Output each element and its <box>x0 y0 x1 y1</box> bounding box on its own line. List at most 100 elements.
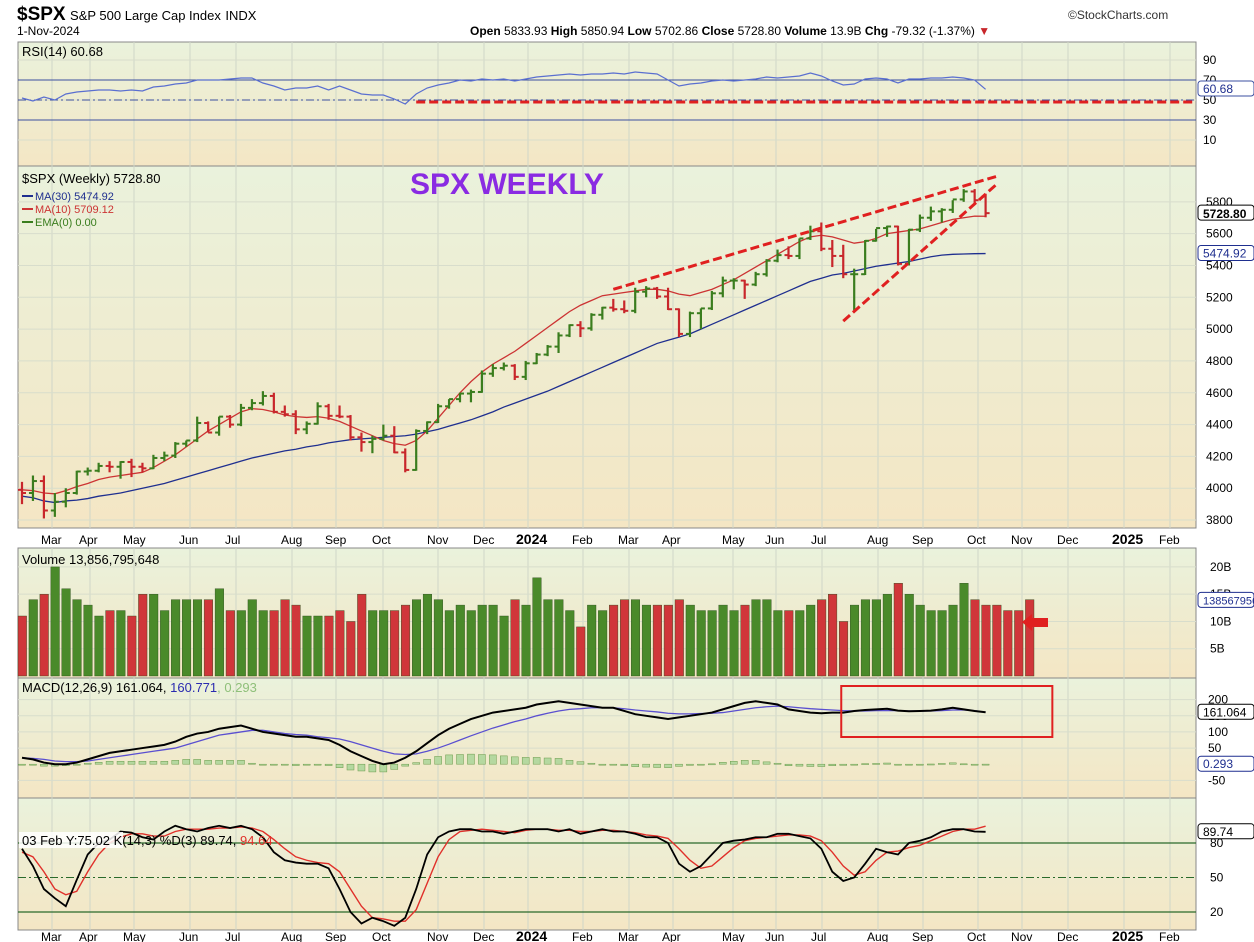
x-tick-label: Jul <box>811 930 826 942</box>
ohlc-bar <box>817 222 826 252</box>
volume-bar <box>839 621 849 677</box>
macd-histogram-bar <box>894 763 902 766</box>
price-value-badge <box>1197 204 1254 221</box>
chart-header: $SPX S&P 500 Large Cap Index INDX <box>17 4 256 26</box>
x-tick-label: Aug <box>867 533 888 547</box>
ohlc-bar <box>237 403 245 427</box>
x-tick-label: Aug <box>281 533 302 547</box>
price-y-tick: 5200 <box>1206 290 1233 304</box>
macd-histogram-bar <box>981 763 990 766</box>
stochastic-k-line <box>21 824 986 927</box>
stochastic-value-label: 89.74 <box>1203 825 1233 839</box>
macd-histogram-bar <box>609 763 618 766</box>
ohlc-bar <box>784 246 793 260</box>
volume-bar <box>598 610 608 677</box>
volume-bar <box>182 599 192 677</box>
stochastic-panel-bg <box>17 797 1197 931</box>
ohlc-bar <box>642 286 651 298</box>
ohlc-bar <box>368 435 377 454</box>
macd-histogram-bar <box>149 761 158 765</box>
volume-title: Volume 13,856,795,648 <box>22 552 159 567</box>
x-tick-label: 2025 <box>1112 928 1143 942</box>
x-tick-label: Feb <box>572 533 593 547</box>
volume-label: Volume <box>784 24 827 38</box>
legend-entry: MA(10) 5709.12 <box>35 204 114 216</box>
ohlc-bar <box>258 391 267 406</box>
macd-histogram-bar <box>938 763 946 765</box>
volume-bar <box>948 604 958 677</box>
ohlc-bar <box>773 249 782 263</box>
volume-bar <box>149 593 159 677</box>
ma30-value-label: 5474.92 <box>1203 247 1247 261</box>
volume-bar <box>258 610 268 677</box>
volume-bar <box>247 599 257 677</box>
ohlc-bar <box>193 416 202 443</box>
volume-bar <box>335 610 345 677</box>
price-y-tick: 4000 <box>1206 481 1233 495</box>
volume-bar <box>225 610 235 677</box>
rsi-line <box>21 71 986 105</box>
volume-bar <box>806 604 816 677</box>
volume-bar <box>214 588 224 677</box>
ohlc-bar <box>795 237 804 260</box>
ohlc-bar <box>116 460 125 479</box>
volume-bar <box>926 610 936 677</box>
macd-histogram-bar <box>916 763 924 766</box>
volume-bar <box>707 610 717 677</box>
macd-histogram-bar <box>248 762 256 765</box>
x-tick-label: Nov <box>1011 533 1032 547</box>
x-tick-label: Dec <box>1057 930 1078 942</box>
ohlc-bar <box>894 225 902 266</box>
macd-histogram-bar <box>664 763 672 768</box>
macd-histogram-bar <box>302 763 311 766</box>
macd-histogram-bar <box>543 757 552 765</box>
price-y-tick: 5000 <box>1206 322 1233 336</box>
macd-y-tick: 100 <box>1208 725 1228 739</box>
ohlc-bar <box>609 298 618 312</box>
volume-bar <box>620 599 630 677</box>
macd-histogram-bar <box>795 763 804 767</box>
macd-histogram-bar <box>478 754 486 765</box>
ohlc-bar <box>740 279 749 299</box>
macd-histogram-bar <box>313 763 322 766</box>
volume-bar <box>160 610 170 677</box>
x-tick-label: Nov <box>1011 930 1032 942</box>
ohlc-bar <box>28 475 37 501</box>
volume-bar <box>171 599 181 677</box>
macd-histogram-bar <box>511 756 519 765</box>
macd-histogram-bar <box>762 761 771 765</box>
ohlc-bar <box>970 189 979 204</box>
ohlc-bar <box>631 287 640 314</box>
volume-bar <box>203 599 213 677</box>
watermark: ©StockCharts.com <box>1068 8 1169 22</box>
ohlc-bar <box>379 424 388 441</box>
volume-bar <box>718 604 728 677</box>
ohlc-bar <box>587 313 596 331</box>
macd-histogram-bar <box>642 763 650 768</box>
ohlc-bar <box>105 461 114 473</box>
volume-bar <box>94 615 104 677</box>
macd-histogram-bar <box>467 753 475 765</box>
volume-bar <box>105 610 115 677</box>
macd-histogram-bar <box>620 763 628 766</box>
ohlc-bar <box>149 454 158 470</box>
macd-histogram-bar <box>554 758 563 765</box>
legend-entry: EMA(0) 0.00 <box>35 217 97 229</box>
ohlc-bar <box>39 475 48 519</box>
ohlc-bar <box>171 442 180 458</box>
stochastic-y-tick: 20 <box>1210 905 1224 919</box>
rsi-value-badge <box>1197 80 1254 97</box>
ohlc-bar <box>576 321 585 338</box>
macd-histogram-bar <box>970 763 979 766</box>
volume-bar <box>313 615 323 677</box>
ohlc-bar <box>685 311 694 338</box>
ma10-line <box>21 215 986 495</box>
volume-bar <box>631 599 641 677</box>
macd-histogram-bar <box>83 762 92 765</box>
volume-bar <box>543 599 553 677</box>
ohlc-bar <box>18 481 26 505</box>
volume-bar <box>444 610 454 677</box>
ohlc-bar <box>94 462 103 473</box>
volume-bar <box>412 599 422 677</box>
ohlc-bar <box>445 398 454 409</box>
